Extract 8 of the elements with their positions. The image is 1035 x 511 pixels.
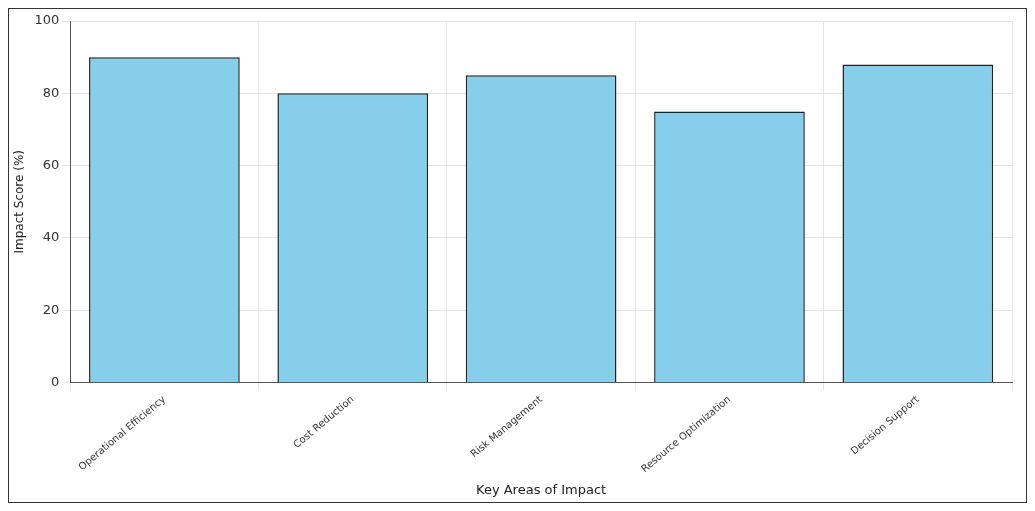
y-tick-label: 100 [34,12,60,28]
x-axis-title: Key Areas of Impact [476,481,607,497]
y-tick-label: 20 [42,301,60,317]
y-tick-label: 0 [50,373,60,389]
y-tick-label: 40 [42,229,60,245]
y-axis-title: Impact Score (%) [12,150,27,254]
y-tick-label: 80 [42,84,60,100]
y-tick-label: 60 [42,157,60,172]
